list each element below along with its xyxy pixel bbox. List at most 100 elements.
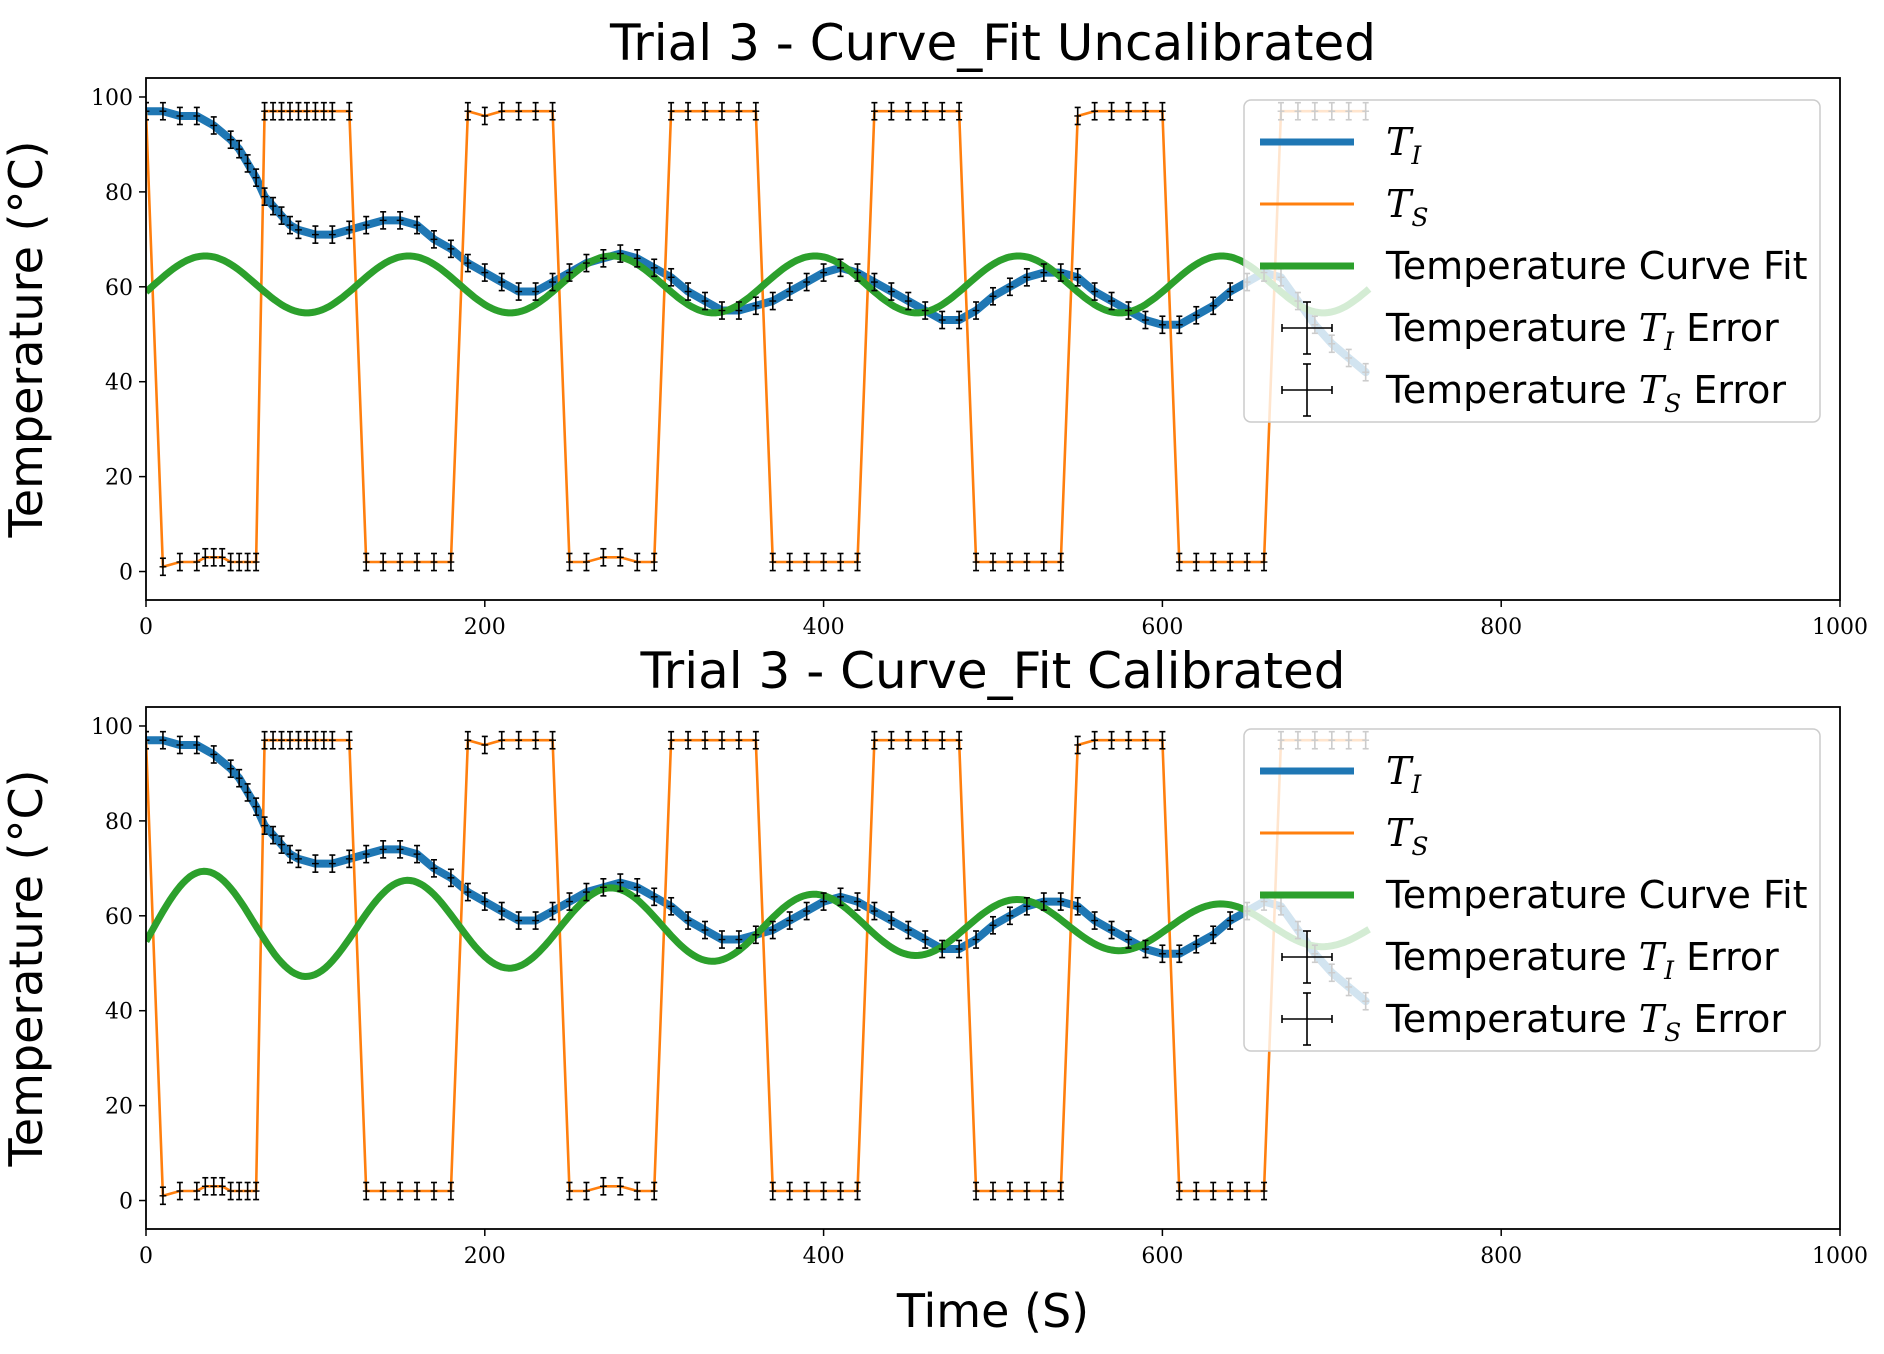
error-bar-t-s	[1040, 552, 1048, 572]
error-bar-t-i	[286, 215, 294, 235]
error-bar-t-s	[532, 730, 540, 750]
error-bar-t-i	[871, 901, 878, 921]
error-bar-t-s	[244, 552, 252, 572]
error-bar-t-s	[413, 552, 421, 572]
error-bar-t-s	[803, 1181, 811, 1201]
legend-label-symbol: T	[1639, 368, 1667, 412]
error-bar-t-s	[684, 101, 692, 121]
error-bar-t-i	[904, 920, 912, 940]
error-bar-t-i	[718, 930, 726, 949]
error-bar-t-s	[447, 552, 455, 572]
legend-label: Temperature Curve Fit	[1385, 873, 1808, 917]
error-bar-t-s	[396, 1181, 404, 1201]
error-bar-t-s	[1006, 1181, 1014, 1201]
error-bar-t-s	[701, 730, 709, 750]
error-bar-t-i	[566, 892, 573, 911]
error-bar-t-s	[735, 101, 743, 121]
error-bar-t-s	[583, 552, 590, 572]
chart-panel-1: Trial 3 - Curve_Fit Uncalibrated Temperat…	[0, 14, 1868, 640]
error-bar-t-s	[430, 1181, 438, 1201]
error-bar-t-s	[786, 1181, 794, 1201]
error-bar-t-s	[278, 730, 285, 750]
error-bar-t-i	[938, 939, 946, 959]
legend-label: Temperature TS Error	[1385, 997, 1786, 1047]
error-bar-t-s	[396, 552, 404, 572]
error-bar-t-i	[278, 206, 285, 225]
error-bar-t-s	[218, 547, 226, 567]
error-bar-t-i	[345, 220, 353, 240]
error-bar-t-s	[312, 730, 319, 750]
error-bar-t-i	[1175, 315, 1183, 335]
error-bar-t-i	[938, 310, 946, 330]
error-bar-t-s	[735, 730, 743, 750]
legend-label-subscript: S	[1411, 832, 1428, 861]
error-bar-t-s	[549, 730, 556, 750]
legend-label: Temperature TS Error	[1385, 368, 1786, 418]
legend-item: Temperature TS Error	[1281, 363, 1786, 418]
error-bar-t-s	[938, 730, 946, 750]
error-bar-t-s	[955, 730, 963, 750]
error-bar-t-s	[1226, 1181, 1234, 1201]
error-bar-t-i	[176, 735, 184, 755]
x-tick-label: 1000	[1812, 615, 1868, 640]
error-bar-t-s	[1023, 552, 1031, 572]
error-bar-t-i	[854, 892, 861, 911]
error-bar-t-i	[193, 106, 201, 126]
y-tick-label: 0	[119, 561, 133, 586]
chart-panel-2: Trial 3 - Curve_Fit Calibrated Temperatur…	[0, 642, 1868, 1338]
error-bar-t-i	[1108, 920, 1115, 940]
legend-label: TS	[1386, 182, 1429, 232]
error-bar-t-s	[252, 1181, 260, 1201]
error-bar-t-s	[159, 1186, 167, 1206]
error-bar-t-s	[752, 101, 760, 121]
error-bar-t-i	[159, 730, 167, 750]
error-bar-t-s	[269, 730, 277, 750]
error-bar-t-i	[1209, 925, 1217, 945]
error-bar-t-s	[1209, 552, 1217, 572]
error-bar-t-s	[972, 1181, 980, 1201]
legend-label-subscript: I	[1410, 770, 1422, 799]
error-bar-t-i	[447, 239, 455, 259]
error-bar-t-i	[803, 272, 811, 292]
legend-label-subscript: S	[1411, 203, 1428, 232]
error-bar-t-s	[583, 1181, 590, 1201]
y-tick-label: 40	[105, 371, 133, 396]
legend-item: TS	[1260, 811, 1429, 861]
error-bar-t-i	[1159, 944, 1166, 964]
error-bar-t-s	[320, 101, 328, 121]
error-bar-t-s	[345, 730, 353, 750]
error-bar-t-s	[718, 101, 726, 121]
plot-area	[146, 730, 1371, 1206]
legend-label-suffix: Error	[1681, 997, 1786, 1041]
error-bar-t-i	[921, 301, 929, 320]
error-bar-t-s	[362, 1181, 370, 1201]
error-bar-t-i	[769, 291, 777, 311]
error-bar-t-i	[227, 759, 235, 779]
legend-label-prefix: Temperature Curve Fit	[1385, 244, 1808, 288]
error-bar-t-i	[1192, 934, 1200, 954]
error-bar-t-i	[464, 253, 472, 273]
error-bar-t-i	[1023, 896, 1031, 916]
legend-label-subscript: I	[1663, 956, 1675, 985]
error-bar-t-s	[261, 730, 268, 750]
error-bar-t-i	[616, 244, 624, 263]
error-bar-t-s	[498, 730, 506, 750]
error-bar-t-i	[295, 220, 302, 240]
error-bar-t-s	[447, 1181, 455, 1201]
error-bar-t-i	[481, 263, 489, 282]
error-bar-t-s	[201, 547, 209, 567]
error-bar-t-i	[549, 272, 556, 292]
legend-label-symbol: T	[1386, 749, 1414, 793]
error-bar-t-i	[269, 196, 277, 216]
chart-title: Trial 3 - Curve_Fit Calibrated	[639, 642, 1345, 700]
legend-item: Temperature Curve Fit	[1260, 873, 1808, 917]
error-bar-t-i	[633, 248, 641, 268]
error-bar-t-i	[887, 282, 895, 301]
y-tick-label: 60	[105, 276, 133, 301]
error-bar-t-s	[278, 101, 285, 121]
error-bar-t-s	[1108, 101, 1115, 121]
error-bar-t-i	[1040, 892, 1048, 911]
error-bar-t-s	[235, 552, 243, 572]
error-bar-t-i	[328, 854, 336, 873]
error-bar-t-i	[786, 282, 794, 301]
